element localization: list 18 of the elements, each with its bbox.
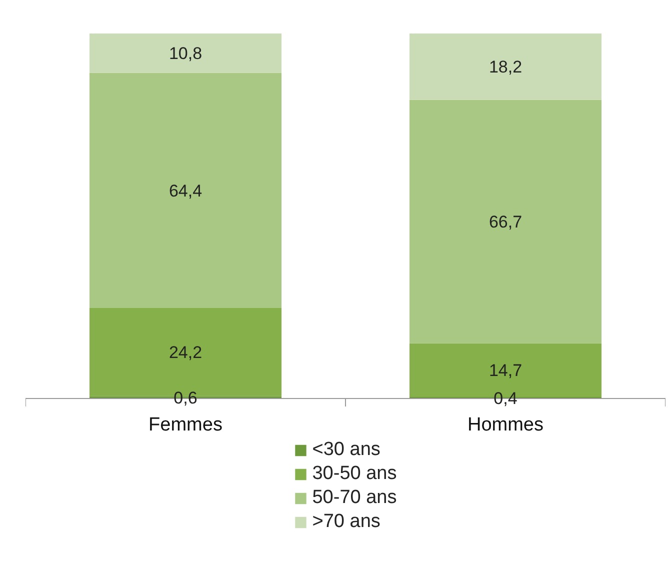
data-label: 14,7: [488, 361, 522, 380]
legend-label: 50-70 ans: [312, 487, 397, 509]
x-tick-label: Hommes: [467, 414, 544, 436]
legend-label: 30-50 ans: [312, 463, 397, 485]
data-label: 66,7: [488, 212, 522, 232]
legend-label: >70 ans: [312, 511, 380, 533]
x-tick-label: Femmes: [148, 414, 222, 436]
data-label: 0,6: [174, 388, 198, 408]
bar: [90, 72, 282, 308]
data-label: 64,4: [168, 181, 202, 200]
bar: [90, 34, 282, 73]
data-label: 10,8: [168, 44, 202, 64]
bar: [410, 34, 602, 100]
legend-label: <30 ans: [312, 439, 380, 461]
bar: [410, 100, 602, 344]
data-label: 24,2: [168, 343, 202, 362]
data-label: 0,4: [494, 388, 518, 408]
data-label: 18,2: [488, 58, 522, 77]
